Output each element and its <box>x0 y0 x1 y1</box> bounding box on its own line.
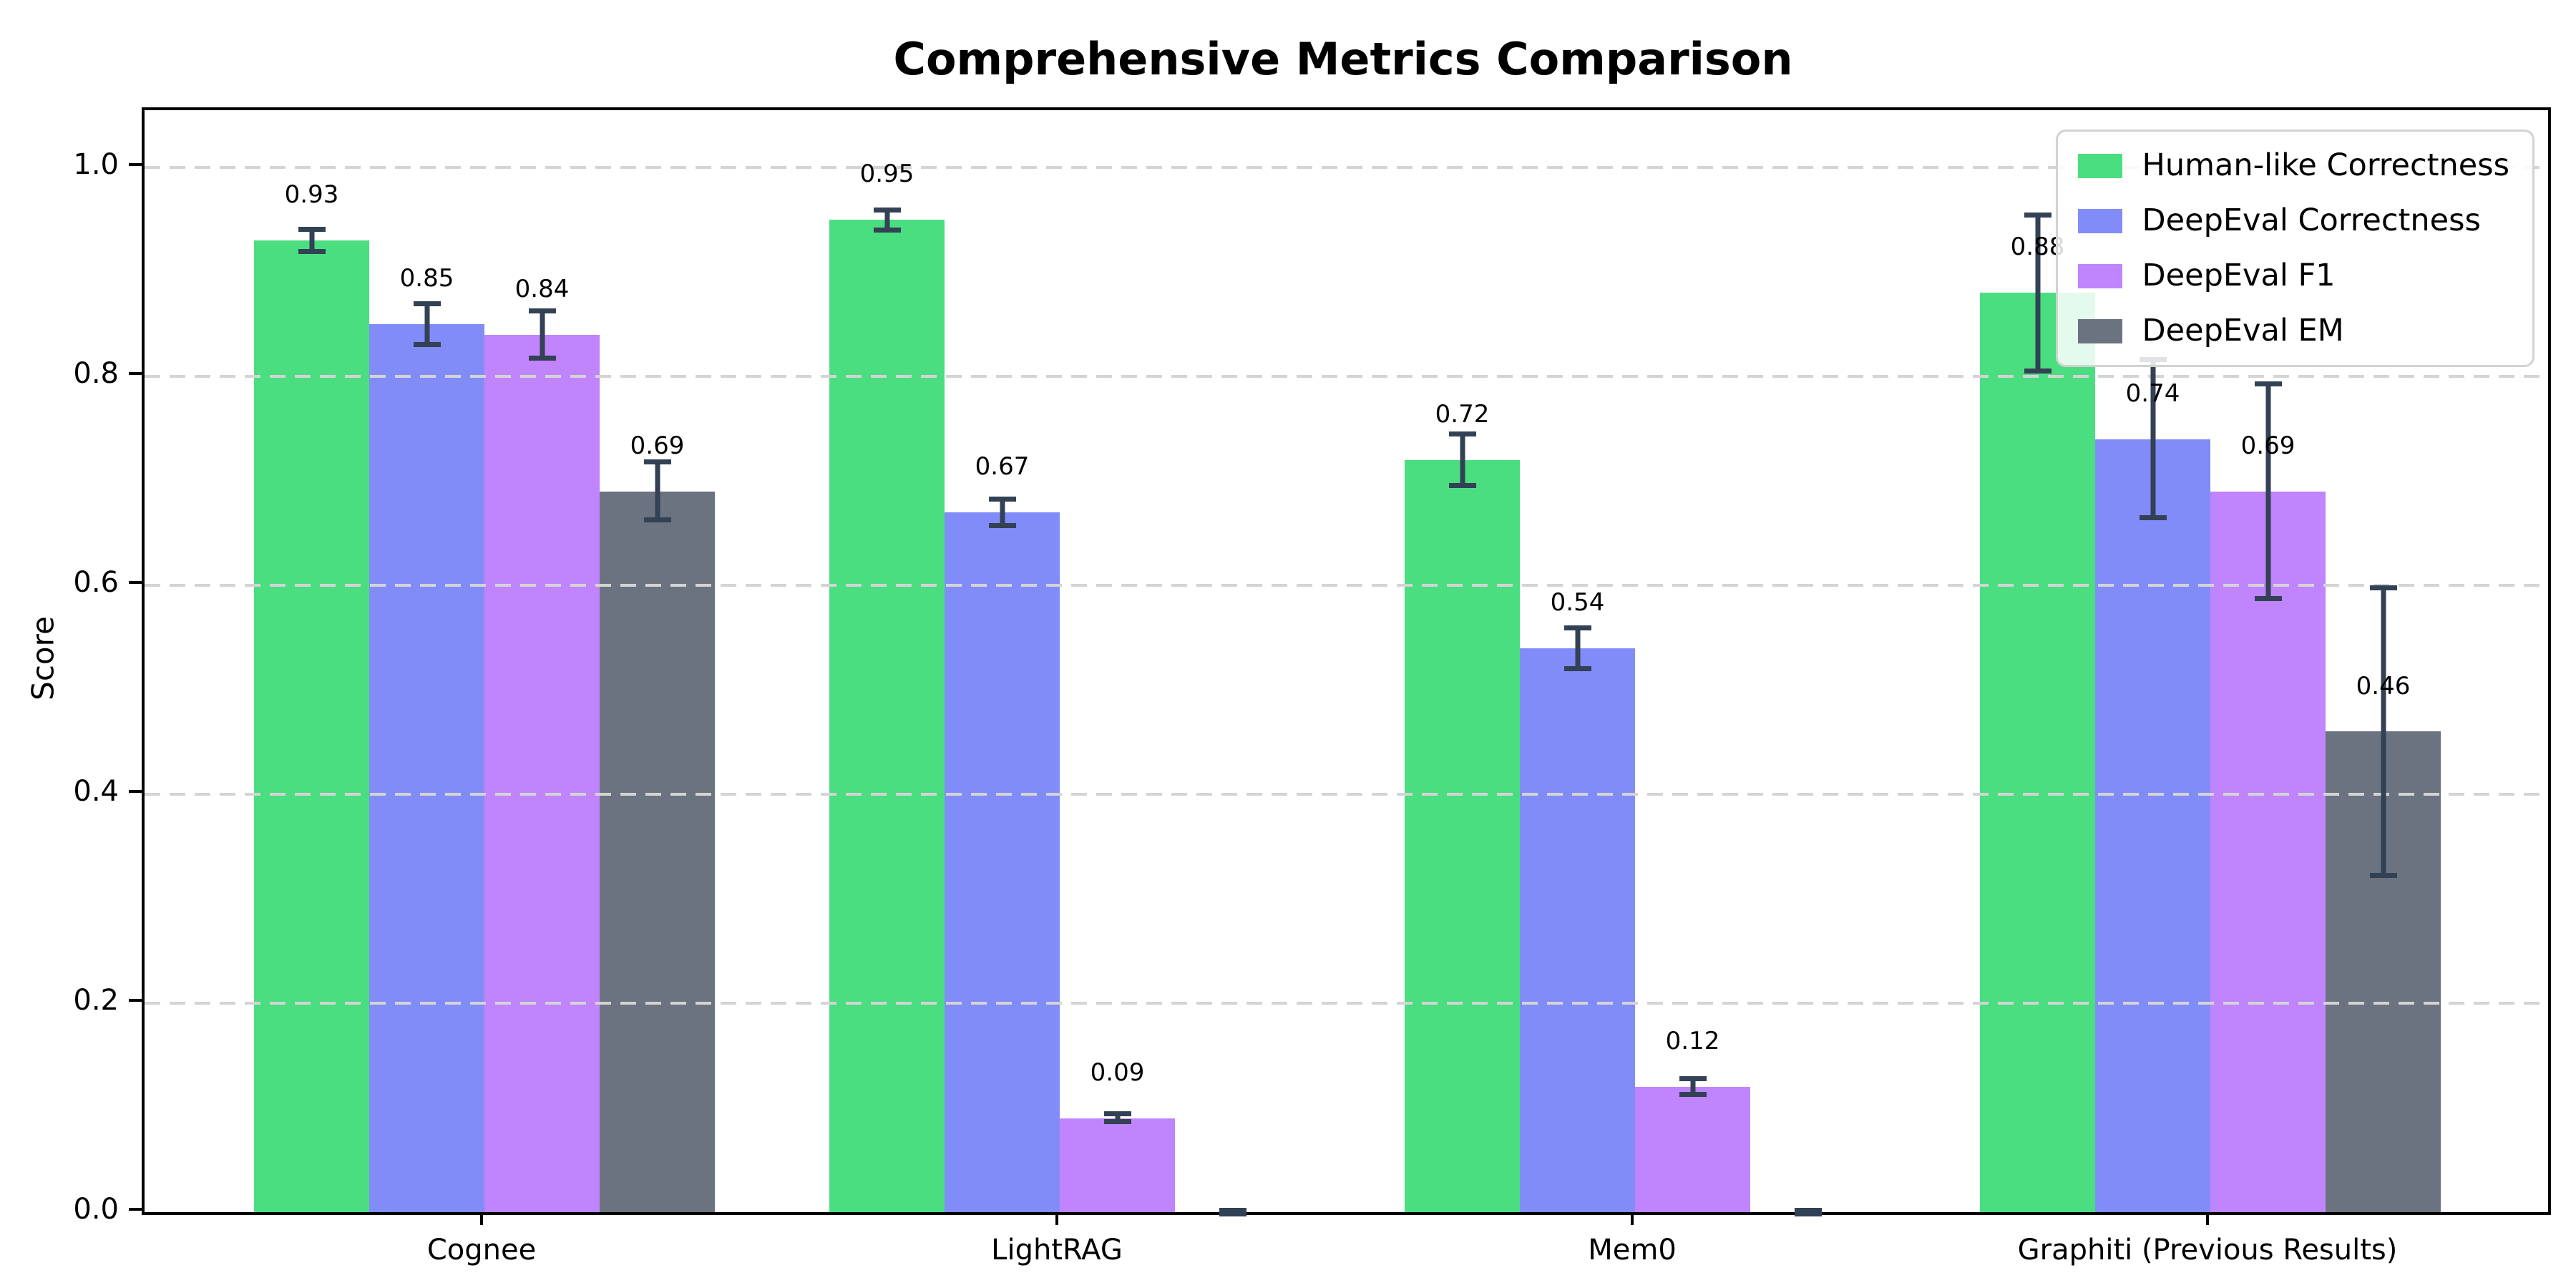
errorbar-mem0-deepeval-f1 <box>1679 1076 1707 1097</box>
value-label-graphiti-previous-results-deepeval-em: 0.46 <box>2356 672 2411 701</box>
value-label-mem0-human-like-correctness: 0.72 <box>1435 400 1490 429</box>
value-label-cognee-deepeval-f1: 0.84 <box>514 275 570 303</box>
y-tick-label-0.6: 0.6 <box>73 566 119 599</box>
y-tick-mark-0.2 <box>129 999 142 1002</box>
y-tick-mark-0.4 <box>129 790 142 793</box>
bar-cognee-deepeval-em <box>600 492 715 1212</box>
gridline-0.8 <box>145 375 2548 378</box>
gridline-0.6 <box>145 584 2548 587</box>
y-tick-label-1.0: 1.0 <box>73 148 119 181</box>
value-label-graphiti-previous-results-deepeval-f1: 0.69 <box>2240 431 2296 460</box>
errorbar-mem0-deepeval-em <box>1794 1208 1822 1216</box>
legend-item-deepeval-f1: DeepEval F1 <box>2077 258 2509 293</box>
y-tick-label-0.0: 0.0 <box>73 1193 119 1226</box>
legend-swatch-human-like-correctness <box>2077 153 2122 178</box>
x-tick-label-cognee: Cognee <box>426 1234 537 1267</box>
y-tick-mark-0.0 <box>129 1208 142 1211</box>
value-label-lightrag-human-like-correctness: 0.95 <box>859 160 914 188</box>
bar-cognee-human-like-correctness <box>254 240 369 1212</box>
errorbar-graphiti-previous-results-human-like-correctness <box>2024 213 2051 374</box>
bar-lightrag-deepeval-f1 <box>1060 1118 1175 1212</box>
value-label-cognee-deepeval-em: 0.69 <box>630 431 685 460</box>
gridline-0.2 <box>145 1002 2548 1005</box>
x-tick-label-lightrag: LightRAG <box>991 1234 1123 1267</box>
bar-graphiti-previous-results-human-like-correctness <box>1980 293 2095 1212</box>
legend-item-deepeval-em: DeepEval EM <box>2077 313 2509 348</box>
y-tick-mark-0.8 <box>129 372 142 375</box>
legend-item-deepeval-correctness: DeepEval Correctness <box>2077 203 2509 238</box>
value-label-mem0-deepeval-f1: 0.12 <box>1665 1027 1720 1055</box>
plot-area: 0.93 0.95 0.72 0.88 0.85 0.67 0.54 0.74 0.84 0.09… <box>142 107 2551 1216</box>
errorbar-lightrag-deepeval-correctness <box>988 497 1016 528</box>
chart-title: Comprehensive Metrics Comparison <box>893 33 1793 85</box>
errorbar-lightrag-deepeval-em <box>1219 1208 1246 1216</box>
x-tick-label-mem0: Mem0 <box>1588 1234 1677 1267</box>
bar-mem0-deepeval-correctness <box>1520 648 1635 1212</box>
legend-swatch-deepeval-em <box>2077 318 2122 343</box>
y-tick-mark-1.0 <box>129 163 142 166</box>
bar-lightrag-deepeval-correctness <box>945 512 1060 1212</box>
errorbar-cognee-deepeval-f1 <box>528 308 556 361</box>
errorbar-graphiti-previous-results-deepeval-em <box>2369 585 2397 878</box>
bar-lightrag-human-like-correctness <box>829 220 945 1212</box>
gridline-1 <box>145 166 2548 169</box>
x-tick-label-graphiti-previous-results: Graphiti (Previous Results) <box>2017 1234 2398 1267</box>
bar-graphiti-previous-results-deepeval-correctness <box>2095 439 2210 1212</box>
y-tick-label-0.8: 0.8 <box>73 357 119 390</box>
bar-graphiti-previous-results-deepeval-f1 <box>2210 492 2326 1212</box>
legend-label-deepeval-correctness: DeepEval Correctness <box>2142 203 2481 238</box>
y-axis-label: Score <box>25 616 61 701</box>
value-label-lightrag-deepeval-f1: 0.09 <box>1090 1058 1145 1087</box>
x-tick-mark-cognee <box>480 1212 483 1225</box>
y-tick-mark-0.6 <box>129 581 142 584</box>
x-tick-mark-mem0 <box>1631 1212 1634 1225</box>
value-label-cognee-deepeval-correctness: 0.85 <box>399 264 454 293</box>
value-label-lightrag-deepeval-correctness: 0.67 <box>975 452 1030 481</box>
bar-cognee-deepeval-correctness <box>369 324 484 1212</box>
errorbar-cognee-deepeval-em <box>643 459 671 522</box>
bar-mem0-deepeval-f1 <box>1635 1087 1750 1212</box>
legend-item-human-like-correctness: Human-like Correctness <box>2077 147 2509 183</box>
legend-label-human-like-correctness: Human-like Correctness <box>2142 147 2509 183</box>
legend: Human-like Correctness DeepEval Correctne… <box>2055 130 2534 367</box>
gridline-0.4 <box>145 793 2548 796</box>
errorbar-lightrag-deepeval-f1 <box>1103 1111 1131 1124</box>
value-label-cognee-human-like-correctness: 0.93 <box>284 180 339 209</box>
errorbar-mem0-human-like-correctness <box>1448 431 1476 488</box>
bar-mem0-human-like-correctness <box>1405 460 1520 1212</box>
value-label-mem0-deepeval-correctness: 0.54 <box>1550 588 1605 617</box>
legend-label-deepeval-f1: DeepEval F1 <box>2142 258 2336 293</box>
y-tick-label-0.4: 0.4 <box>73 775 119 808</box>
errorbar-cognee-human-like-correctness <box>298 227 326 254</box>
y-tick-label-0.2: 0.2 <box>73 984 119 1017</box>
x-tick-mark-graphiti-previous-results <box>2206 1212 2209 1225</box>
legend-swatch-deepeval-f1 <box>2077 263 2122 288</box>
legend-swatch-deepeval-correctness <box>2077 208 2122 233</box>
value-label-graphiti-previous-results-deepeval-correctness: 0.74 <box>2125 379 2180 408</box>
errorbar-mem0-deepeval-correctness <box>1563 625 1591 671</box>
errorbar-cognee-deepeval-correctness <box>413 301 441 347</box>
bar-cognee-deepeval-f1 <box>484 335 600 1212</box>
legend-label-deepeval-em: DeepEval EM <box>2142 313 2344 348</box>
errorbar-graphiti-previous-results-deepeval-f1 <box>2254 381 2282 601</box>
x-tick-mark-lightrag <box>1055 1212 1058 1225</box>
errorbar-lightrag-human-like-correctness <box>873 208 901 233</box>
